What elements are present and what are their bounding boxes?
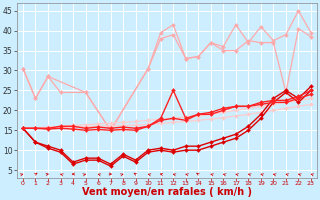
X-axis label: Vent moyen/en rafales ( km/h ): Vent moyen/en rafales ( km/h ) (82, 187, 252, 197)
